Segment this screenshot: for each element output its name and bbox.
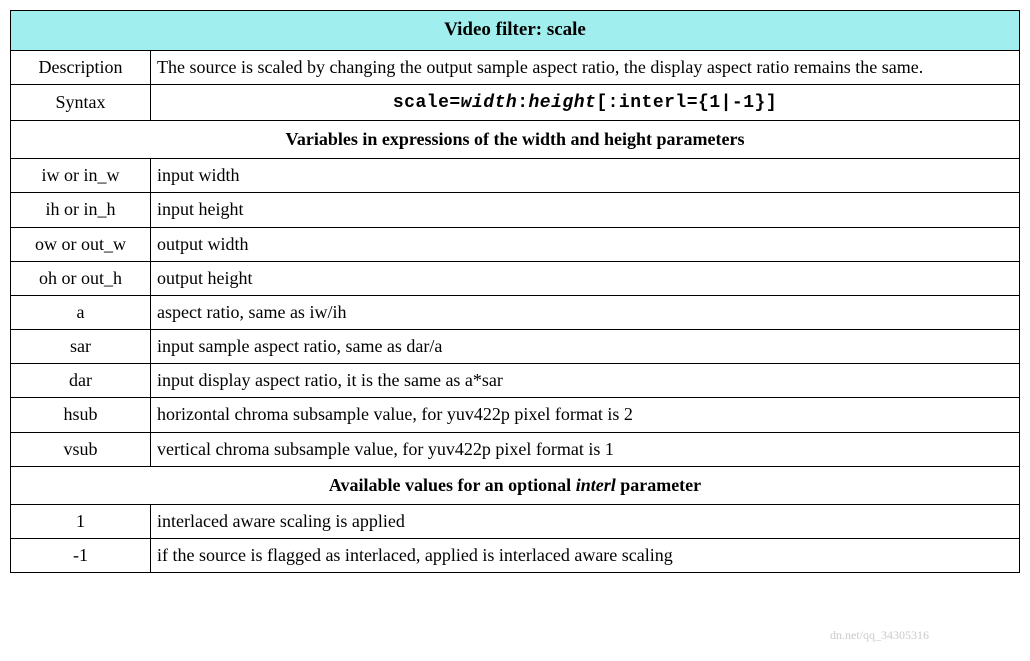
section-title-part: parameter (616, 475, 701, 495)
row-value: input width (151, 159, 1020, 193)
row-label: hsub (11, 398, 151, 432)
row-label: ih or in_h (11, 193, 151, 227)
table-row: 1 interlaced aware scaling is applied (11, 505, 1020, 539)
row-label: sar (11, 330, 151, 364)
row-value: interlaced aware scaling is applied (151, 505, 1020, 539)
row-label: vsub (11, 432, 151, 466)
table-title: Video filter: scale (11, 11, 1020, 51)
syntax-part: [:interl={1|-1}] (596, 93, 777, 113)
row-value: aspect ratio, same as iw/ih (151, 295, 1020, 329)
row-label: oh or out_h (11, 261, 151, 295)
row-value: output width (151, 227, 1020, 261)
section-title: Available values for an optional interl … (11, 466, 1020, 504)
section-title-part: Available values for an optional (329, 475, 576, 495)
table-row: iw or in_w input width (11, 159, 1020, 193)
section-title: Variables in expressions of the width an… (11, 120, 1020, 158)
row-value: vertical chroma subsample value, for yuv… (151, 432, 1020, 466)
row-value: The source is scaled by changing the out… (151, 50, 1020, 84)
table-header-row: Video filter: scale (11, 11, 1020, 51)
row-label: Description (11, 50, 151, 84)
row-label: -1 (11, 539, 151, 573)
syntax-part: : (517, 93, 528, 113)
row-value: input height (151, 193, 1020, 227)
syntax-text: scale=width:height[:interl={1|-1}] (393, 93, 777, 113)
row-label: 1 (11, 505, 151, 539)
table-row: ow or out_w output width (11, 227, 1020, 261)
watermark-text: dn.net/qq_34305316 (830, 628, 929, 643)
table-row: vsub vertical chroma subsample value, fo… (11, 432, 1020, 466)
section-title-italic: interl (576, 475, 616, 495)
row-label: a (11, 295, 151, 329)
table-row: Syntax scale=width:height[:interl={1|-1}… (11, 84, 1020, 120)
table-row: a aspect ratio, same as iw/ih (11, 295, 1020, 329)
row-label: iw or in_w (11, 159, 151, 193)
syntax-part: scale= (393, 93, 461, 113)
table-row: dar input display aspect ratio, it is th… (11, 364, 1020, 398)
row-value: if the source is flagged as interlaced, … (151, 539, 1020, 573)
row-label: Syntax (11, 84, 151, 120)
table-row: Description The source is scaled by chan… (11, 50, 1020, 84)
table-row: ih or in_h input height (11, 193, 1020, 227)
row-value: input display aspect ratio, it is the sa… (151, 364, 1020, 398)
row-label: dar (11, 364, 151, 398)
row-value: horizontal chroma subsample value, for y… (151, 398, 1020, 432)
table-row: -1 if the source is flagged as interlace… (11, 539, 1020, 573)
syntax-part-italic: width (461, 93, 518, 113)
row-label: ow or out_w (11, 227, 151, 261)
row-value: output height (151, 261, 1020, 295)
syntax-cell: scale=width:height[:interl={1|-1}] (151, 84, 1020, 120)
table-row: sar input sample aspect ratio, same as d… (11, 330, 1020, 364)
table-row: oh or out_h output height (11, 261, 1020, 295)
table-row: hsub horizontal chroma subsample value, … (11, 398, 1020, 432)
syntax-part-italic: height (529, 93, 597, 113)
table-section-header: Variables in expressions of the width an… (11, 120, 1020, 158)
scale-filter-table: Video filter: scale Description The sour… (10, 10, 1020, 573)
table-section-header: Available values for an optional interl … (11, 466, 1020, 504)
row-value: input sample aspect ratio, same as dar/a (151, 330, 1020, 364)
